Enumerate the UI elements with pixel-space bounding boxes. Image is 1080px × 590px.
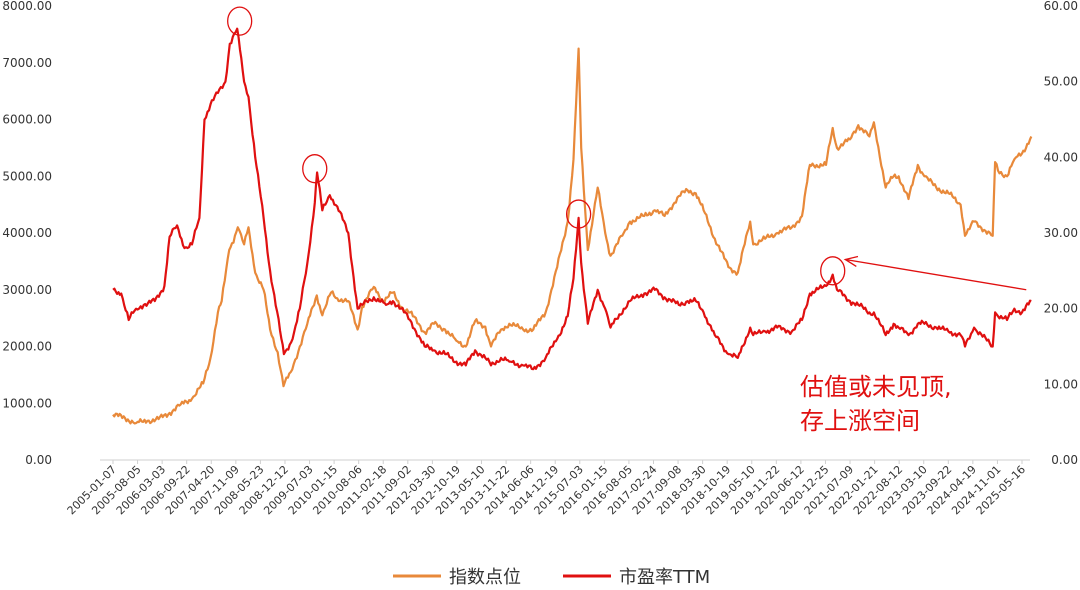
y-right-tick-label: 20.00 — [1044, 302, 1078, 316]
y-left-tick-label: 1000.00 — [2, 396, 52, 410]
annotation-text: 存上涨空间 — [800, 407, 920, 435]
series-line-index-level — [112, 47, 1033, 425]
y-right-tick-label: 10.00 — [1044, 377, 1078, 391]
y-left-tick-label: 3000.00 — [2, 283, 52, 297]
x-axis: 2005-01-072005-08-052006-03-032006-09-22… — [65, 460, 1028, 517]
arrow-line — [845, 258, 1027, 291]
y-left-tick-label: 7000.00 — [2, 56, 52, 70]
y-left-tick-label: 4000.00 — [2, 226, 52, 240]
y-axis-right: 0.00 10.00 20.00 30.00 40.00 50.00 60.00 — [1044, 0, 1078, 467]
legend-label: 市盈率TTM — [619, 567, 710, 588]
y-left-tick-label: 8000.00 — [2, 0, 52, 13]
annotation-text: 估值或未见顶, — [800, 373, 952, 401]
y-left-tick-label: 6000.00 — [2, 113, 52, 127]
peak-circle-marker — [820, 256, 846, 286]
y-right-tick-label: 40.00 — [1044, 150, 1078, 164]
y-left-tick-label: 2000.00 — [2, 340, 52, 354]
series-layer — [112, 27, 1033, 425]
y-right-tick-label: 0.00 — [1051, 453, 1078, 467]
y-left-tick-label: 0.00 — [25, 453, 52, 467]
annotations-layer: 估值或未见顶, 存上涨空间 — [227, 6, 1027, 435]
y-left-tick-label: 5000.00 — [2, 169, 52, 183]
legend: 指数点位 市盈率TTM — [393, 567, 710, 588]
arrow-head — [843, 255, 859, 267]
y-right-tick-label: 50.00 — [1044, 75, 1078, 89]
series-line-pe-ttm — [112, 27, 1032, 371]
peak-circle-marker — [565, 199, 592, 229]
legend-label: 指数点位 — [449, 567, 521, 588]
peak-circle-marker — [302, 154, 328, 184]
y-axis-left: 0.00 1000.00 2000.00 3000.00 4000.00 5000.00 6… — [2, 0, 52, 467]
peak-circle-marker — [227, 6, 253, 36]
y-right-tick-label: 30.00 — [1044, 226, 1078, 240]
y-right-tick-label: 60.00 — [1044, 0, 1078, 13]
